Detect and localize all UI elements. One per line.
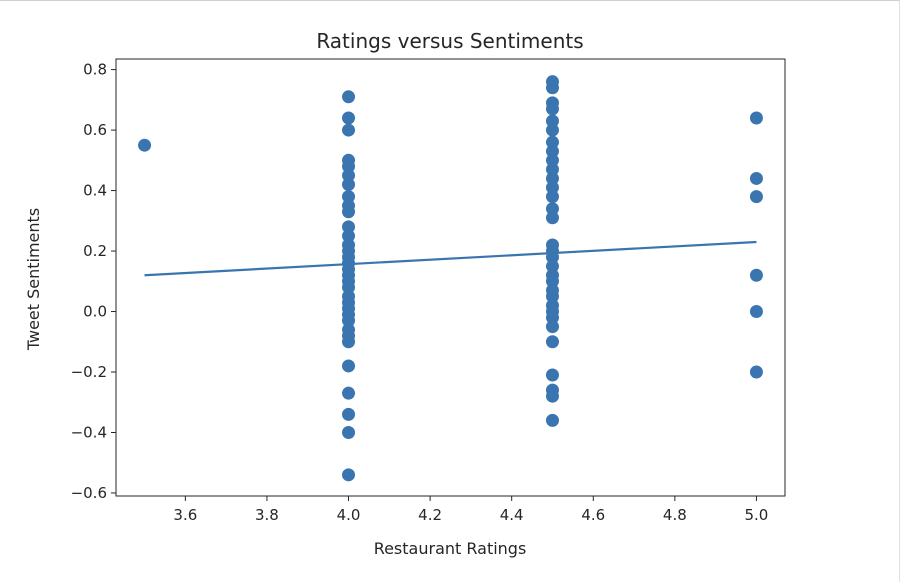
data-point — [545, 320, 559, 334]
data-point — [138, 138, 152, 152]
data-point — [342, 386, 356, 400]
data-point — [749, 365, 763, 379]
data-point — [342, 123, 356, 137]
y-axis-label: Tweet Sentiments — [24, 208, 43, 351]
x-tick-label: 4.4 — [500, 506, 524, 524]
data-point — [545, 102, 559, 116]
data-point — [342, 468, 356, 482]
data-point — [342, 314, 356, 328]
trend-line — [144, 240, 757, 277]
x-axis: 3.6 3.8 4.0 4.2 4.4 4.6 4.8 5.0 — [173, 496, 768, 524]
plot-frame — [115, 58, 786, 497]
data-point — [342, 335, 356, 349]
data-point — [545, 289, 559, 303]
x-tick-label: 3.6 — [173, 506, 197, 524]
plot-area — [115, 58, 786, 497]
data-point — [545, 114, 559, 128]
data-point — [545, 123, 559, 137]
data-point — [545, 144, 559, 158]
data-point — [342, 178, 356, 192]
data-point — [545, 311, 559, 325]
x-tick-label: 5.0 — [745, 506, 769, 524]
data-point — [545, 368, 559, 382]
data-point — [342, 359, 356, 373]
x-axis-label: Restaurant Ratings — [374, 539, 527, 558]
data-point — [545, 81, 559, 95]
data-point — [749, 171, 763, 185]
data-point — [545, 190, 559, 204]
y-tick-label: −0.6 — [71, 484, 107, 502]
y-tick-label: 0.8 — [83, 61, 107, 79]
data-point — [545, 274, 559, 288]
data-point — [545, 171, 559, 185]
data-point — [342, 229, 356, 243]
data-point — [545, 162, 559, 176]
data-point — [545, 389, 559, 403]
data-point — [545, 202, 559, 216]
data-point — [545, 335, 559, 349]
data-point — [749, 305, 763, 319]
data-point — [545, 211, 559, 225]
data-point — [342, 220, 356, 234]
data-point — [342, 425, 356, 439]
x-tick-label: 4.0 — [337, 506, 361, 524]
data-point — [342, 159, 356, 173]
data-point — [342, 190, 356, 204]
data-point — [342, 90, 356, 104]
data-point — [342, 205, 356, 219]
data-point — [342, 168, 356, 182]
x-tick-label: 3.8 — [255, 506, 279, 524]
chart-title: Ratings versus Sentiments — [316, 29, 583, 53]
x-tick-label: 4.8 — [663, 506, 687, 524]
x-tick-label: 4.6 — [581, 506, 605, 524]
data-point — [545, 153, 559, 167]
data-point — [342, 280, 356, 294]
data-point — [749, 190, 763, 204]
y-tick-label: −0.2 — [71, 363, 107, 381]
data-point — [545, 259, 559, 273]
data-point — [545, 181, 559, 195]
y-tick-label: 0.4 — [83, 182, 107, 200]
y-tick-label: 0.6 — [83, 121, 107, 139]
data-point — [342, 111, 356, 125]
y-tick-label: 0.0 — [83, 303, 107, 321]
data-point — [749, 268, 763, 282]
y-tick-label: 0.2 — [83, 242, 107, 260]
y-axis: −0.6 −0.4 −0.2 0.0 0.2 0.4 0.6 0.8 — [71, 61, 116, 502]
data-point — [545, 135, 559, 149]
data-point — [545, 413, 559, 427]
x-tick-label: 4.2 — [418, 506, 442, 524]
data-point — [342, 407, 356, 421]
data-point — [749, 111, 763, 125]
y-tick-label: −0.4 — [71, 423, 107, 441]
